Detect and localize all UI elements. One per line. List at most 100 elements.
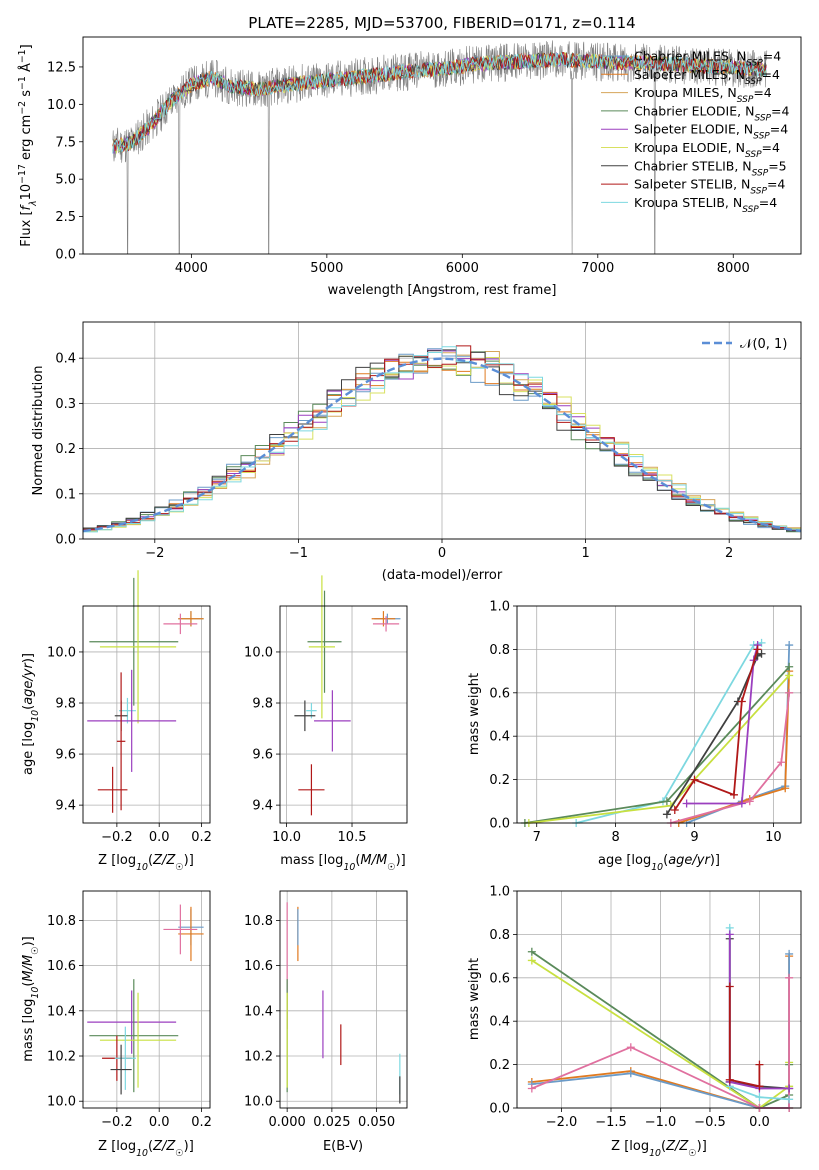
label-part: ☉ — [30, 946, 41, 954]
legend-entry: Salpeter STELIB, NSSP=4 — [634, 177, 785, 197]
y-tick-label: 1.0 — [489, 600, 510, 615]
series-marker — [753, 645, 762, 654]
label-part: =4 — [770, 122, 788, 137]
label-part: Z/Z — [152, 853, 176, 868]
label-part: Chabrier MILES, N — [634, 49, 746, 64]
x-tick-label: 0.050 — [358, 1115, 395, 1130]
label-part: ☉ — [175, 1148, 183, 1159]
series-marker — [527, 1084, 536, 1093]
histogram-step-line — [83, 346, 801, 533]
y-tick-label: 10.0 — [244, 645, 273, 660]
series-marker — [626, 1043, 635, 1052]
series-marker — [670, 805, 679, 814]
x-axis-label: Z [log10(Z/Z☉)] — [98, 1139, 194, 1159]
x-tick-label: 7000 — [581, 261, 614, 276]
panel-mass-vs-Z: −0.2 0.0 0.210.010.210.410.610.8Z [log10(Z… — [21, 890, 212, 1159]
axes-frame — [82, 605, 211, 824]
x-axis-label: wavelength [Angstrom, rest frame] — [328, 283, 557, 298]
series-marker — [662, 810, 671, 819]
y-tick-label: 10.4 — [47, 1004, 76, 1019]
label-part: 10 — [136, 862, 148, 873]
series-marker — [626, 1069, 635, 1078]
y-tick-label: 10.0 — [47, 98, 76, 113]
y-tick-label: 10.8 — [244, 914, 273, 929]
legend-entry: Kroupa STELIB, NSSP=4 — [634, 195, 777, 215]
y-tick-label: 10.6 — [244, 959, 273, 974]
histogram-step-line — [83, 345, 801, 530]
label-part: Z [log — [98, 853, 136, 868]
series-marker — [755, 1093, 764, 1102]
label-part: mass [log — [21, 999, 36, 1062]
y-tick-label: 10.6 — [47, 959, 76, 974]
legend-entry: Chabrier MILES, NSSP=4 — [634, 49, 781, 69]
series-marker — [745, 797, 754, 806]
y-tick-label: 0.8 — [489, 928, 510, 943]
x-tick-label: −1.0 — [645, 1115, 677, 1130]
normal-curve — [82, 357, 802, 533]
y-tick-label: 0.2 — [489, 773, 510, 788]
label-part: Kroupa STELIB, N — [634, 195, 742, 210]
series-marker — [785, 949, 794, 958]
y-tick-label: 5.0 — [55, 173, 76, 188]
y-axis-label: mass weight — [467, 958, 482, 1040]
label-part: age/yr — [668, 853, 711, 868]
y-tick-label: 12.5 — [47, 60, 76, 75]
label-part: SSP — [737, 95, 754, 105]
label-part: =4 — [753, 85, 771, 100]
legend-entry: Kroupa MILES, NSSP=4 — [634, 85, 772, 105]
y-tick-label: 10.2 — [47, 1050, 76, 1065]
series-marker — [777, 758, 786, 767]
label-part: =4 — [762, 67, 780, 82]
label-part: ( — [663, 853, 668, 868]
label-part: )] — [697, 1139, 707, 1154]
series-marker — [725, 982, 734, 991]
label-part: =4 — [762, 140, 780, 155]
series-marker — [757, 649, 766, 658]
y-tick-label: 0.6 — [489, 686, 510, 701]
x-tick-label: 10.5 — [338, 830, 367, 845]
label-part: SSP — [742, 205, 759, 215]
label-part: erg cm — [19, 115, 34, 164]
x-axis-label: E(B-V) — [323, 1139, 363, 1154]
label-part: ( — [355, 853, 360, 868]
label-part: M/M — [360, 853, 387, 868]
label-part: 10 — [30, 987, 41, 999]
label-part: =4 — [771, 103, 789, 118]
label-part: SSP — [745, 77, 762, 87]
label-part: =5 — [768, 158, 786, 173]
label-part: SSP — [753, 132, 770, 142]
series-marker — [662, 797, 671, 806]
series-marker — [785, 1084, 794, 1093]
series-marker — [682, 799, 691, 808]
panel-residuals: −2 −1 0 1 2 0.0 0.1 0.2 0.3 0.4 (data-model)/error… — [31, 321, 802, 583]
panel-mass-weight-vs-Z: −2.0 −1.5 −1.0 −0.5 0.0 0.0 0.2 0.4 0.6 0.8 1.0 Z [… — [467, 885, 802, 1159]
x-axis-label: age [log10(age/yr)] — [598, 853, 720, 873]
label-part: )] — [396, 853, 406, 868]
label-part: Kroupa ELODIE, N — [634, 140, 745, 155]
label-part: )] — [21, 653, 36, 663]
label-part: )] — [184, 1139, 194, 1154]
y-tick-label: 0.0 — [489, 817, 510, 832]
label-part: Å — [18, 63, 34, 76]
legend-entry: Salpeter ELODIE, NSSP=4 — [634, 122, 788, 142]
legend-entry: Kroupa ELODIE, NSSP=4 — [634, 140, 780, 160]
label-part: −2 — [17, 101, 28, 115]
series-marker — [785, 641, 794, 650]
y-tick-label: 9.4 — [252, 799, 273, 814]
series-marker — [725, 930, 734, 939]
y-tick-label: 10.0 — [244, 1095, 273, 1110]
y-tick-label: 0.0 — [55, 248, 76, 263]
label-part: Z/Z — [152, 1139, 176, 1154]
label-part: age [log — [598, 853, 651, 868]
x-tick-label: −0.5 — [694, 1115, 726, 1130]
x-tick-label: 0.0 — [149, 1115, 170, 1130]
label-part: SSP — [750, 187, 767, 197]
model-spectrum-line — [112, 52, 767, 154]
y-tick-label: 7.5 — [55, 135, 76, 150]
label-part: f — [19, 203, 34, 210]
label-part: =4 — [767, 177, 785, 192]
y-tick-label: 9.6 — [55, 748, 76, 763]
label-part: Z/Z — [665, 1139, 689, 1154]
label-part: Salpeter STELIB, N — [634, 177, 750, 192]
